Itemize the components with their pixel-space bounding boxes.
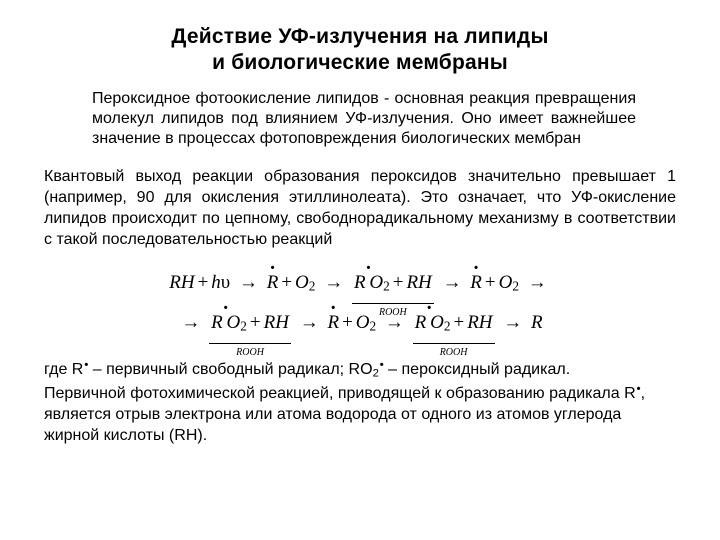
underbrace-3: R O2+RH: [413, 304, 495, 344]
title-line2: и биологические мембраны: [212, 51, 508, 74]
equation-line-1: RH+hυ → R+O2 → R O2+RH → R+O2 →: [44, 264, 676, 304]
paragraph-1: Пероксидное фотоокисление липидов - осно…: [92, 89, 636, 150]
reaction-equations: RH+hυ → R+O2 → R O2+RH → R+O2 → → R O2+R…: [44, 264, 676, 344]
equation-line-2: → R O2+RH → R+O2 → R O2+RH → R: [44, 304, 676, 344]
title-line1: Действие УФ-излучения на липиды: [171, 25, 548, 48]
p3-c: – пероксидный радикал.: [384, 362, 570, 379]
p3-d: Первичной фотохимической реакцией, приво…: [44, 385, 636, 402]
underbrace-2: R O2+RH: [209, 304, 291, 344]
paragraph-2: Квантовый выход реакции образования перо…: [44, 166, 676, 250]
paragraph-3: где R• – первичный свободный радикал; RO…: [44, 358, 676, 446]
p3-a: где R: [44, 362, 83, 379]
underbrace-1: R O2+RH: [352, 264, 434, 304]
p3-b: – первичный свободный радикал; RO: [88, 362, 372, 379]
page-title: Действие УФ-излучения на липиды и биолог…: [44, 24, 676, 77]
